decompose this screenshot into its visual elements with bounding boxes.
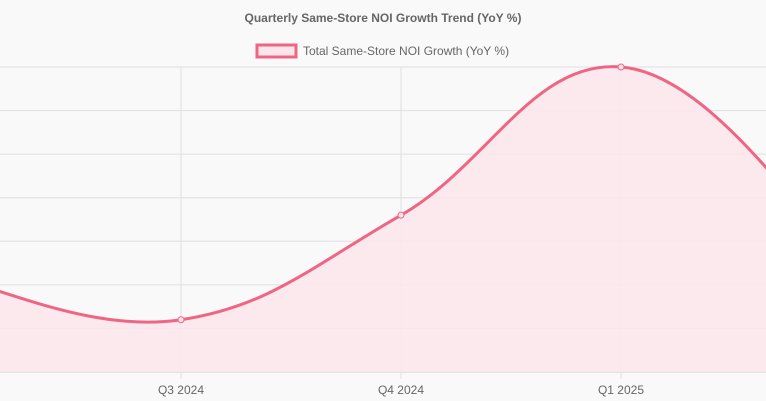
data-point[interactable]	[177, 316, 185, 324]
data-point[interactable]	[397, 211, 405, 219]
data-point[interactable]	[617, 63, 625, 71]
series-points	[177, 63, 625, 324]
legend-label: Total Same-Store NOI Growth (YoY %)	[303, 44, 509, 58]
x-tick-label: Q4 2024	[378, 383, 424, 397]
series-area	[0, 66, 766, 372]
x-axis-ticks: Q3 2024 Q4 2024 Q1 2025	[158, 383, 644, 397]
series-line-group	[0, 65, 766, 324]
chart-title: Quarterly Same-Store NOI Growth Trend (Y…	[245, 11, 522, 25]
series-line	[0, 65, 766, 324]
x-tick-label: Q1 2025	[598, 383, 644, 397]
x-tick-label: Q3 2024	[158, 383, 204, 397]
legend-swatch	[255, 43, 298, 59]
series-area-fill	[0, 66, 766, 372]
legend[interactable]: Total Same-Store NOI Growth (YoY %)	[255, 43, 509, 59]
